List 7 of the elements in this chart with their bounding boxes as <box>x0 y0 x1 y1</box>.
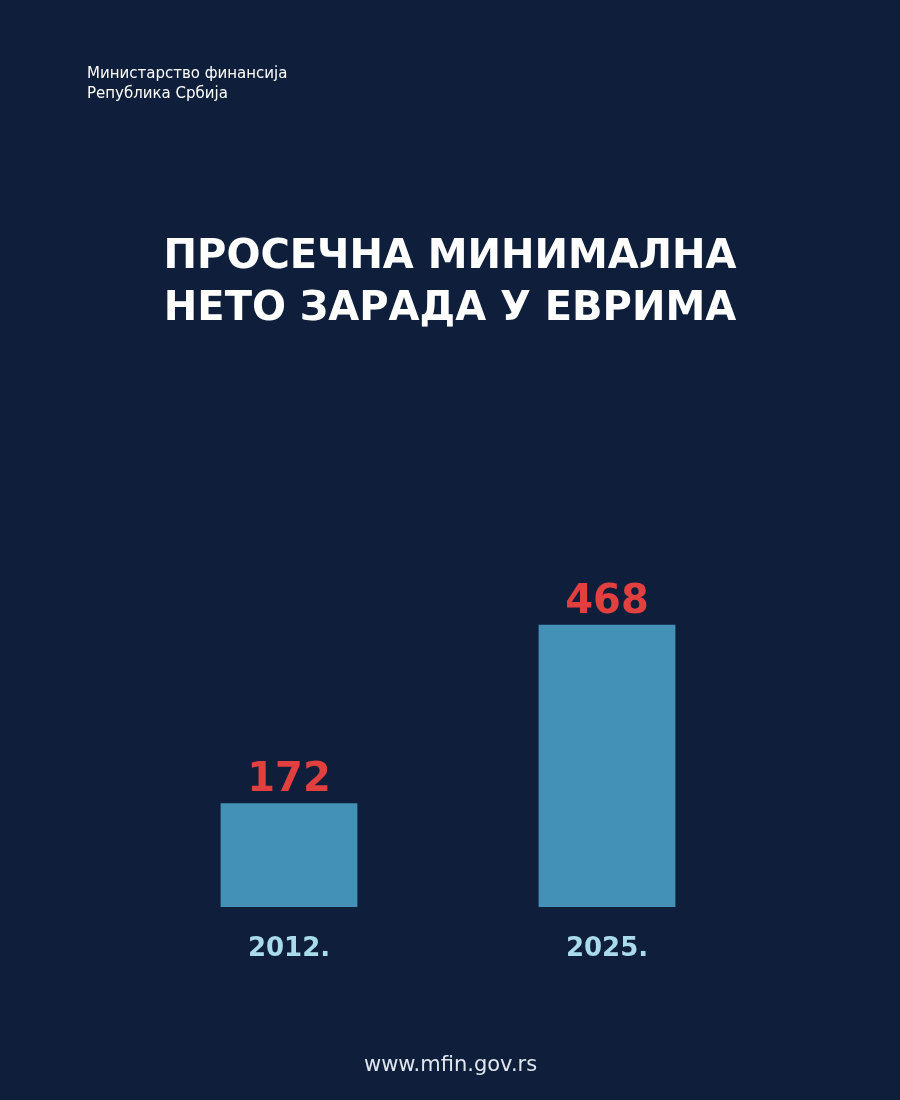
text: www.mfin.gov.rs <box>364 1052 538 1076</box>
chart-title: ПРОСЕЧНА МИНИМАЛНА НЕТО ЗАРАДА У ЕВРИМА <box>163 231 737 329</box>
data-label: 172 <box>247 754 331 801</box>
data-label: 468 <box>565 575 649 622</box>
text: Министарство финансија Република Србија <box>87 64 288 102</box>
x-tick-label: 2025. <box>565 932 649 962</box>
x-tick-label: 2012. <box>247 932 331 962</box>
